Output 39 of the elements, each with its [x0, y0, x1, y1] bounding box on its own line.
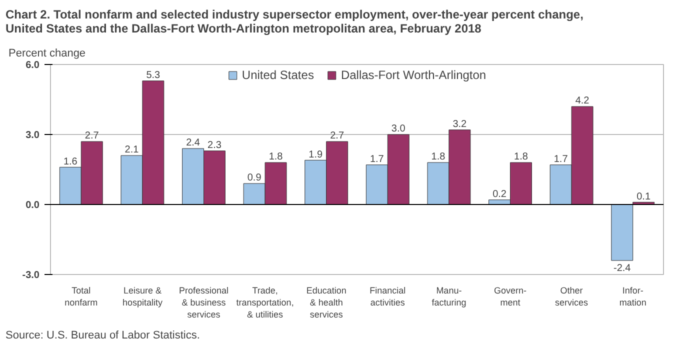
x-tick-label: Trade, transportation, & utilities: [236, 286, 294, 320]
x-tick-label: Leisure & hospitality: [122, 286, 163, 308]
data-label: 2.7: [84, 130, 100, 142]
y-tick-label: 3.0: [26, 130, 40, 141]
y-tick-label: -3.0: [22, 270, 40, 281]
source-note: Source: U.S. Bureau of Labor Statistics.: [6, 330, 200, 342]
x-tick-label: Professional & business services: [178, 286, 229, 320]
chart-title: Chart 2. Total nonfarm and selected industry supersector employment, over-the-year percent change, United States and the Dallas-Fort Worth-Arlington metropolitan area, February 2018: [6, 8, 584, 36]
x-tick-label: Infor- mation: [619, 286, 646, 308]
data-label: 2.3: [208, 140, 222, 152]
data-label: 2.7: [330, 130, 344, 142]
x-tick-label: Other services: [555, 286, 589, 308]
data-label: 1.8: [431, 152, 446, 163]
data-label: 5.3: [146, 70, 161, 82]
data-label: 1.8: [514, 152, 528, 163]
data-label: 1.7: [554, 154, 568, 166]
data-label: 3.2: [452, 119, 468, 130]
legend-label: Dallas-Fort Worth-Arlington: [340, 68, 486, 82]
data-label: 1.9: [308, 149, 324, 160]
x-tick-label: Education & health services: [306, 286, 346, 320]
y-tick-label: 6.0: [26, 60, 40, 71]
x-tick-label: Financial activities: [370, 286, 406, 308]
y-tick-label: 0.0: [26, 200, 40, 211]
data-label: 0.1: [636, 191, 651, 202]
data-label: 0.2: [492, 189, 507, 200]
x-tick-label: Total nonfarm: [64, 286, 98, 308]
data-label: -2.4: [614, 263, 632, 274]
data-label: 2.4: [186, 138, 200, 149]
x-tick-label: Manu- facturing: [432, 286, 466, 308]
x-tick-label: Govern- ment: [494, 286, 527, 308]
data-label: 1.8: [268, 152, 284, 163]
data-label: 2.1: [124, 144, 140, 156]
data-label: 3.0: [391, 124, 406, 135]
legend-label: United States: [242, 68, 314, 82]
y-axis-title: Percent change: [8, 48, 86, 60]
data-label: 1.7: [370, 154, 384, 166]
data-label: 0.9: [247, 172, 262, 184]
data-label: 1.6: [63, 156, 78, 168]
data-label: 4.2: [575, 96, 590, 107]
